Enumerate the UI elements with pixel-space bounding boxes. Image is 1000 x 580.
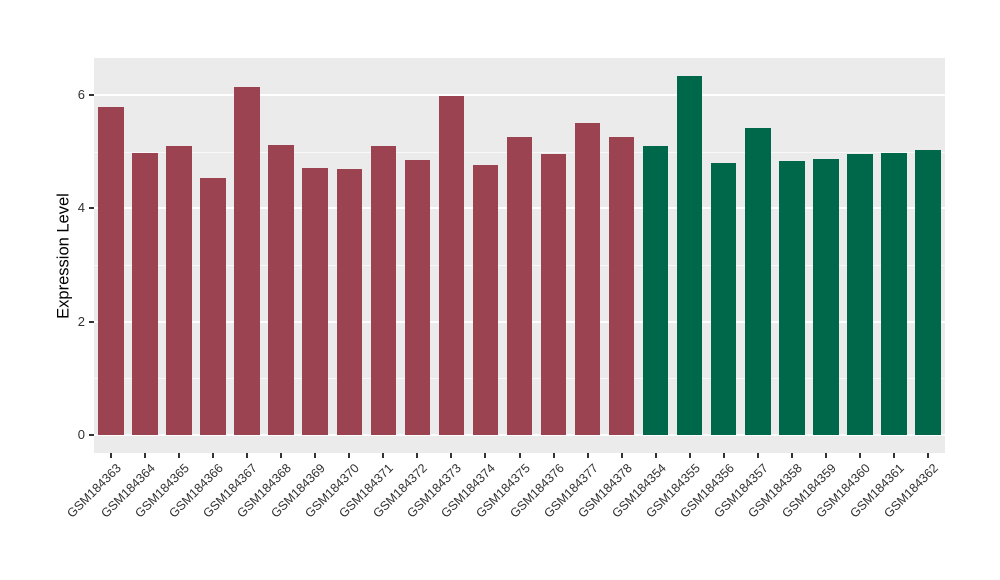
bar-GSM184356: [710, 162, 737, 435]
y-axis-title: Expression Level: [54, 192, 73, 319]
y-tick-mark: [89, 434, 94, 436]
x-tick-mark: [892, 453, 895, 458]
bar-GSM184354: [642, 145, 669, 435]
y-tick-label: 6: [77, 86, 85, 102]
x-tick-mark: [620, 453, 623, 458]
gridline-major: [94, 93, 945, 96]
bar-GSM184364: [132, 153, 158, 435]
x-tick-mark: [858, 453, 861, 458]
x-tick-mark: [450, 453, 453, 458]
bar-GSM184378: [608, 137, 635, 435]
bar-GSM184370: [336, 169, 363, 435]
gridline-major: [94, 434, 945, 436]
bar-GSM184358: [779, 160, 805, 435]
bar-GSM184376: [540, 154, 567, 435]
x-tick-mark: [212, 453, 215, 458]
bar-GSM184368: [268, 144, 294, 435]
bar-GSM184367: [234, 87, 260, 435]
x-tick-mark: [756, 453, 759, 458]
y-tick-label: 2: [77, 313, 85, 329]
bar-GSM184365: [166, 145, 192, 435]
x-tick-mark: [314, 453, 317, 458]
x-tick-mark: [178, 453, 181, 458]
bar-GSM184377: [574, 123, 601, 435]
y-tick-label: 4: [77, 200, 85, 216]
x-tick-mark: [790, 453, 793, 458]
y-tick-mark: [89, 93, 94, 96]
plot-panel: [94, 58, 945, 453]
x-tick-mark: [416, 453, 419, 458]
x-tick-mark: [484, 453, 487, 458]
x-tick-mark: [110, 453, 113, 458]
x-tick-mark: [722, 453, 725, 458]
bar-GSM184371: [370, 145, 397, 435]
bar-GSM184362: [915, 149, 941, 435]
y-tick-mark: [89, 320, 94, 323]
bar-GSM184375: [506, 137, 533, 435]
x-tick-mark: [348, 453, 351, 458]
bar-GSM184360: [847, 153, 873, 435]
bar-GSM184357: [745, 128, 771, 435]
bar-GSM184369: [302, 167, 328, 435]
x-tick-mark: [552, 453, 555, 458]
x-tick-mark: [144, 453, 147, 458]
x-tick-mark: [688, 453, 691, 458]
bar-GSM184355: [676, 75, 703, 435]
x-tick-mark: [654, 453, 657, 458]
x-tick-mark: [518, 453, 521, 458]
bar-GSM184361: [881, 152, 907, 435]
y-tick-mark: [89, 207, 94, 210]
y-tick-label: 0: [77, 427, 85, 442]
bar-GSM184363: [98, 107, 124, 435]
x-tick-mark: [926, 453, 929, 458]
x-tick-mark: [382, 453, 385, 458]
bar-GSM184366: [200, 177, 226, 435]
bar-GSM184374: [472, 165, 499, 435]
x-tick-mark: [824, 453, 827, 458]
x-tick-mark: [280, 453, 283, 458]
x-tick-mark: [246, 453, 249, 458]
bar-GSM184359: [813, 159, 839, 435]
bar-GSM184372: [404, 159, 431, 435]
bar-GSM184373: [438, 96, 465, 435]
x-tick-mark: [586, 453, 589, 458]
